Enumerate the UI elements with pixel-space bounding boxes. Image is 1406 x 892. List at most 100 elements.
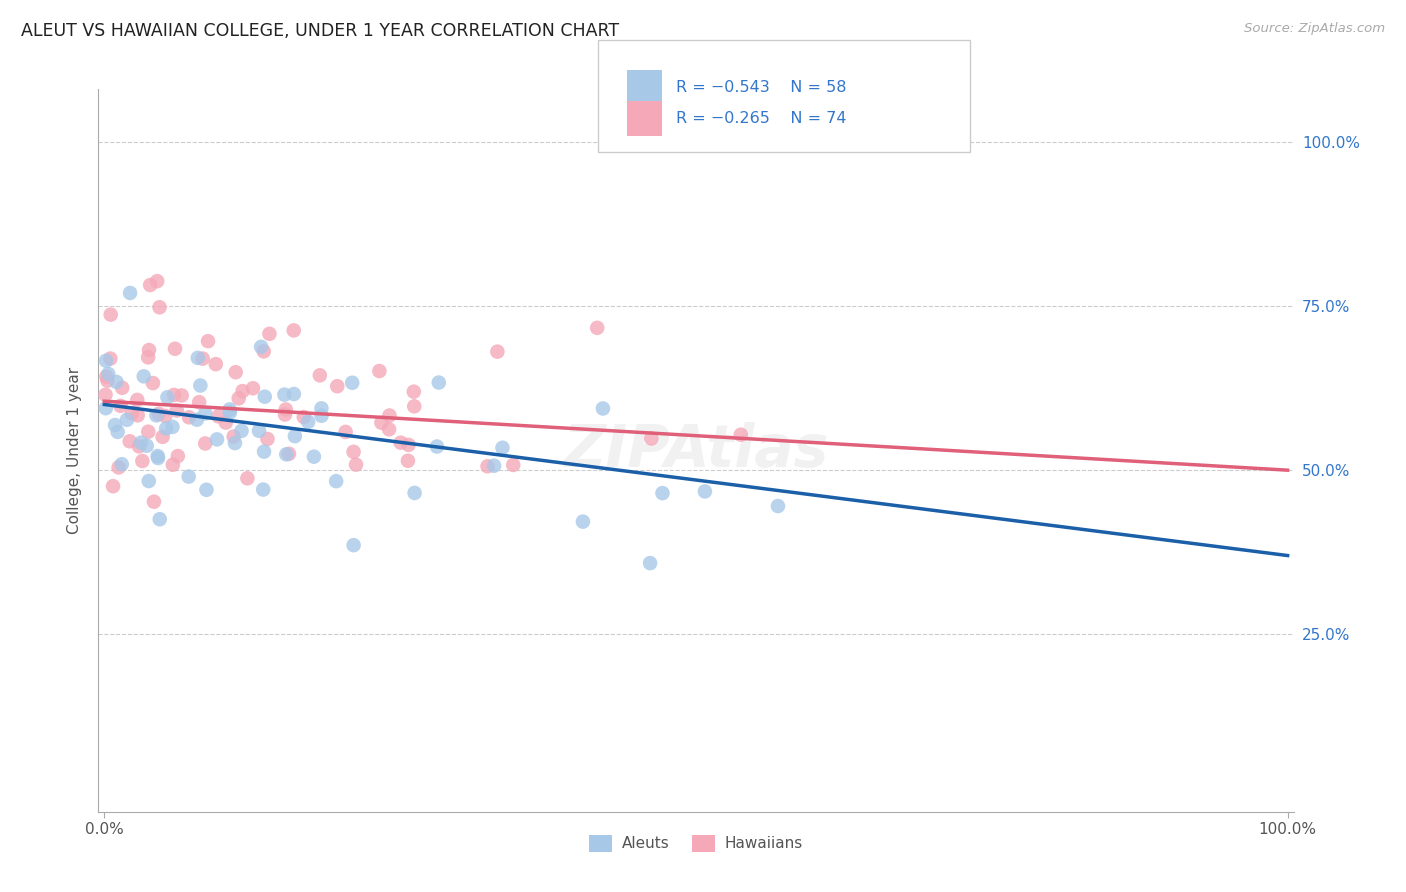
Point xyxy=(311,401,333,416)
Point xyxy=(127,392,149,407)
Point xyxy=(231,424,253,438)
Point xyxy=(693,484,716,499)
Point xyxy=(247,424,270,438)
Point xyxy=(252,483,274,497)
Point xyxy=(276,447,298,461)
Point xyxy=(477,459,499,474)
Point xyxy=(145,409,167,423)
Point xyxy=(491,441,513,455)
Point xyxy=(502,458,524,472)
Point xyxy=(97,367,120,381)
Point xyxy=(131,454,153,468)
Point xyxy=(166,403,188,417)
Point xyxy=(143,494,166,508)
Point xyxy=(232,384,254,398)
Point xyxy=(138,343,160,357)
Point xyxy=(155,421,177,435)
Point xyxy=(107,425,129,439)
Point xyxy=(152,430,174,444)
Point xyxy=(139,278,162,293)
Point xyxy=(402,384,425,399)
Point xyxy=(297,415,319,429)
Point xyxy=(378,422,401,436)
Point xyxy=(121,406,143,420)
Point xyxy=(325,474,347,488)
Point xyxy=(166,449,188,463)
Point xyxy=(225,365,247,379)
Point xyxy=(194,436,217,450)
Point xyxy=(149,512,172,526)
Point xyxy=(283,323,305,337)
Point xyxy=(368,364,391,378)
Point xyxy=(378,409,401,423)
Point xyxy=(194,406,217,420)
Point xyxy=(222,429,245,443)
Legend: Aleuts, Hawaiians: Aleuts, Hawaiians xyxy=(583,829,808,858)
Point xyxy=(187,351,209,365)
Point xyxy=(205,433,228,447)
Point xyxy=(188,395,211,409)
Text: R = −0.543    N = 58: R = −0.543 N = 58 xyxy=(676,80,846,95)
Point xyxy=(218,402,240,417)
Point xyxy=(107,460,129,475)
Point xyxy=(115,413,138,427)
Point xyxy=(730,427,752,442)
Point xyxy=(389,435,412,450)
Point xyxy=(100,308,122,322)
Point xyxy=(396,454,419,468)
Point xyxy=(98,351,121,366)
Point xyxy=(404,400,426,414)
Point xyxy=(592,401,614,416)
Point xyxy=(308,368,330,383)
Point xyxy=(127,409,149,423)
Point xyxy=(219,405,242,419)
Point xyxy=(242,381,264,395)
Point xyxy=(146,450,169,465)
Point xyxy=(104,417,127,432)
Point xyxy=(253,444,276,458)
Point xyxy=(162,458,184,472)
Point xyxy=(292,409,315,424)
Point xyxy=(342,445,364,459)
Point xyxy=(207,409,229,424)
Text: Source: ZipAtlas.com: Source: ZipAtlas.com xyxy=(1244,22,1385,36)
Point xyxy=(163,342,186,356)
Point xyxy=(148,300,170,314)
Point xyxy=(253,344,276,359)
Text: R = −0.265    N = 74: R = −0.265 N = 74 xyxy=(676,112,846,126)
Point xyxy=(326,379,349,393)
Y-axis label: College, Under 1 year: College, Under 1 year xyxy=(67,367,83,534)
Point xyxy=(302,450,325,464)
Point xyxy=(572,515,595,529)
Point xyxy=(284,429,307,443)
Text: ZIPAtlas: ZIPAtlas xyxy=(564,422,828,479)
Point xyxy=(191,351,214,366)
Point xyxy=(110,399,132,413)
Point xyxy=(482,458,505,473)
Point xyxy=(404,486,426,500)
Point xyxy=(197,334,219,348)
Point xyxy=(94,388,117,402)
Point xyxy=(215,416,238,430)
Point xyxy=(253,390,276,404)
Point xyxy=(177,469,200,483)
Point xyxy=(640,432,662,446)
Point xyxy=(155,409,177,423)
Point xyxy=(138,474,160,488)
Point xyxy=(370,416,392,430)
Point xyxy=(120,285,142,300)
Point xyxy=(427,376,450,390)
Point xyxy=(186,412,208,426)
Point xyxy=(250,340,273,354)
Point xyxy=(94,401,117,416)
Point xyxy=(283,387,305,401)
Point xyxy=(142,376,165,390)
Point xyxy=(170,388,193,402)
Point xyxy=(118,434,141,449)
Point xyxy=(135,439,157,453)
Point xyxy=(111,457,134,471)
Point xyxy=(638,556,661,570)
Text: ALEUT VS HAWAIIAN COLLEGE, UNDER 1 YEAR CORRELATION CHART: ALEUT VS HAWAIIAN COLLEGE, UNDER 1 YEAR … xyxy=(21,22,619,40)
Point xyxy=(146,449,169,463)
Point xyxy=(224,436,246,450)
